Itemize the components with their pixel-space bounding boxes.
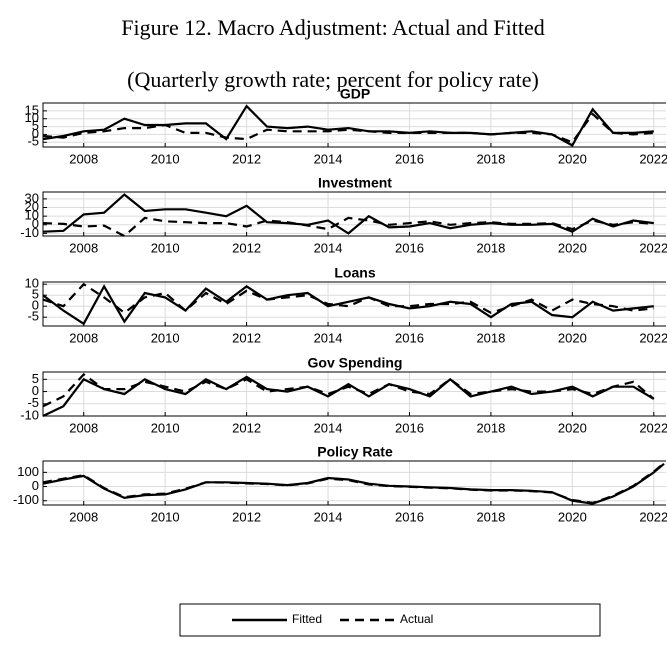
y-tick-label: 0 [32, 126, 39, 141]
series-line [42, 112, 654, 144]
panel-title: Loans [334, 265, 375, 281]
series-line [42, 462, 665, 505]
y-tick-label: -100 [13, 492, 39, 507]
x-tick-label: 2014 [314, 240, 343, 255]
x-tick-label: 2018 [476, 420, 505, 435]
x-tick-label: 2008 [69, 509, 98, 524]
series-line [42, 462, 665, 505]
y-tick-label: 0 [32, 383, 39, 398]
x-tick-label: 2020 [558, 151, 587, 166]
figure-title: Figure 12. Macro Adjustment: Actual and … [121, 15, 544, 40]
x-tick-label: 2010 [151, 151, 180, 166]
y-tick-label: -10 [20, 225, 39, 240]
x-tick-label: 2014 [314, 151, 343, 166]
x-tick-label: 2018 [476, 240, 505, 255]
axes-frame [42, 281, 666, 327]
axes-frame [42, 191, 666, 237]
x-tick-label: 2016 [395, 330, 424, 345]
y-tick-label: 15 [25, 102, 39, 117]
x-tick-label: 2016 [395, 240, 424, 255]
x-tick-label: 2018 [476, 509, 505, 524]
x-tick-label: 2022 [639, 509, 667, 524]
x-tick-label: 2012 [232, 420, 261, 435]
x-tick-label: 2014 [314, 330, 343, 345]
x-tick-label: 2022 [639, 240, 667, 255]
x-tick-label: 2008 [69, 420, 98, 435]
x-tick-label: 2008 [69, 151, 98, 166]
y-tick-label: -5 [27, 134, 39, 149]
x-tick-label: 2008 [69, 330, 98, 345]
x-tick-label: 2012 [232, 240, 261, 255]
y-tick-label: 20 [25, 199, 39, 214]
panel-title: GDP [340, 86, 370, 102]
x-tick-label: 2018 [476, 330, 505, 345]
figure-subtitle: (Quarterly growth rate; percent for poli… [127, 67, 539, 92]
x-tick-label: 2022 [639, 330, 667, 345]
axes-frame [42, 371, 666, 417]
x-tick-label: 2016 [395, 509, 424, 524]
series-line [42, 284, 654, 326]
y-tick-label: 0 [32, 298, 39, 313]
x-tick-label: 2020 [558, 420, 587, 435]
y-tick-label: 5 [32, 371, 39, 386]
y-tick-label: 10 [25, 110, 39, 125]
y-tick-label: 0 [32, 478, 39, 493]
x-tick-label: 2022 [639, 420, 667, 435]
y-tick-label: -5 [27, 395, 39, 410]
y-tick-label: 10 [25, 208, 39, 223]
y-tick-label: 5 [32, 118, 39, 133]
x-tick-label: 2010 [151, 330, 180, 345]
series-line [42, 216, 654, 238]
x-tick-label: 2008 [69, 240, 98, 255]
panel-title: Gov Spending [308, 355, 403, 371]
panel-title: Investment [318, 175, 392, 191]
x-tick-label: 2014 [314, 509, 343, 524]
x-tick-label: 2014 [314, 420, 343, 435]
x-tick-label: 2012 [232, 509, 261, 524]
series-line [42, 372, 655, 408]
y-tick-label: 5 [32, 287, 39, 302]
x-tick-label: 2020 [558, 240, 587, 255]
x-tick-label: 2022 [639, 151, 667, 166]
x-tick-label: 2020 [558, 509, 587, 524]
x-tick-label: 2012 [232, 330, 261, 345]
x-tick-label: 2010 [151, 509, 180, 524]
x-tick-label: 2012 [232, 151, 261, 166]
y-tick-label: -10 [20, 407, 39, 422]
x-tick-label: 2018 [476, 151, 505, 166]
y-tick-label: 100 [17, 464, 39, 479]
y-tick-label: 10 [25, 276, 39, 291]
legend-label: Fitted [292, 612, 322, 626]
x-tick-label: 2010 [151, 420, 180, 435]
axes-frame [42, 102, 666, 148]
x-tick-label: 2010 [151, 240, 180, 255]
x-tick-label: 2016 [395, 420, 424, 435]
series-line [42, 375, 655, 417]
y-tick-label: 30 [25, 190, 39, 205]
series-line [42, 282, 654, 315]
y-tick-label: 0 [32, 216, 39, 231]
legend-label: Actual [400, 612, 433, 626]
x-tick-label: 2016 [395, 151, 424, 166]
x-tick-label: 2020 [558, 330, 587, 345]
panel-title: Policy Rate [317, 444, 393, 460]
y-tick-label: -5 [27, 309, 39, 324]
